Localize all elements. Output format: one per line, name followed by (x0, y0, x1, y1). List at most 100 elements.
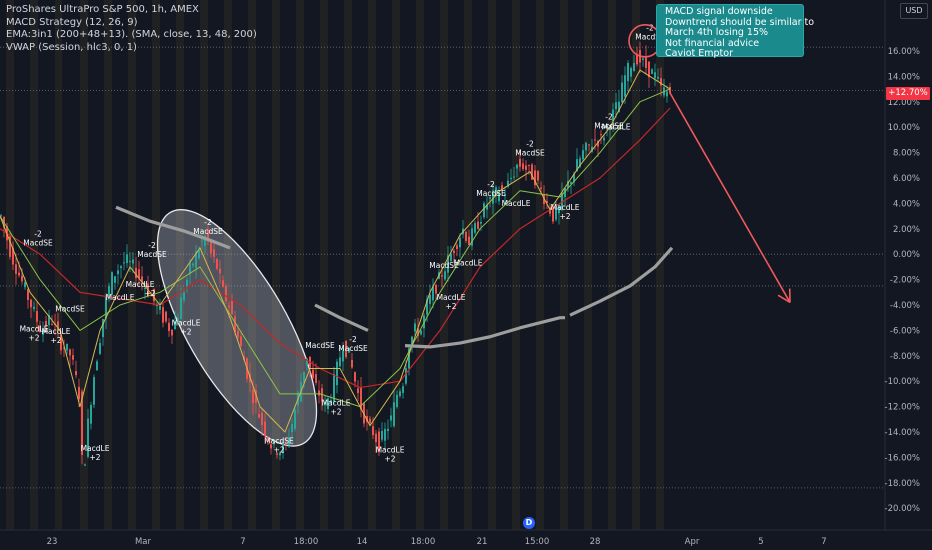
session-band (224, 0, 232, 530)
price-tick-label: 2.00% (893, 225, 920, 235)
signal-label: -2 (204, 218, 212, 227)
candle-body (414, 323, 416, 332)
signal-label: +2 (330, 407, 341, 416)
price-tick-label: -20.00% (885, 504, 920, 514)
vwap-segment (314, 303, 369, 332)
candle-body (138, 269, 140, 279)
signal-label: MacdLE (106, 293, 135, 302)
candle-body (597, 140, 599, 147)
signal-label: +2 (144, 289, 155, 298)
candle-body (441, 275, 443, 277)
candle-body (159, 306, 161, 310)
signal-label: MacdLE (20, 325, 49, 334)
session-band (464, 0, 472, 530)
candle-body (630, 67, 632, 77)
signal-label: MacdSE (429, 261, 459, 270)
candle-body (507, 180, 509, 187)
session-band (80, 0, 88, 530)
candle-body (270, 444, 272, 449)
candle-body (525, 165, 527, 170)
session-band (55, 0, 62, 530)
time-axis[interactable]: 23 Mar 7 18:00 14 18:00 21 15:00 28 Apr 5 7 (0, 529, 932, 550)
signal-label: MacdSE (594, 122, 624, 131)
price-axis[interactable]: 16.00% 14.00% 12.00% 10.00% 8.00% 6.00% 4.00% 2… (884, 0, 932, 550)
candle-body (69, 349, 71, 356)
candle-body (66, 343, 68, 351)
session-band (416, 0, 424, 530)
candle-body (330, 400, 332, 403)
candle-body (555, 205, 557, 220)
indicator-ema[interactable]: EMA:3in1 (200+48+13). (SMA, close, 13, 4… (6, 29, 257, 40)
candle-body (144, 287, 146, 289)
session-band (512, 0, 520, 530)
signal-label: MacdSE (515, 148, 545, 157)
annotation-note[interactable]: MACD signal downside Downtrend should be… (656, 4, 814, 59)
note-line: Caviot Emptor (665, 48, 734, 59)
price-tick-label: 10.00% (888, 123, 920, 133)
signal-label: MacdSE (305, 341, 335, 350)
signal-label: MacdLE (376, 445, 405, 454)
signal-label: +2 (273, 445, 284, 454)
candle-body (228, 305, 230, 308)
signal-label: +2 (559, 212, 570, 221)
signal-label: MacdSE (264, 436, 294, 445)
candle-body (261, 412, 263, 425)
candle-body (450, 253, 452, 261)
symbol-title[interactable]: ProShares UltraPro S&P 500, 1h, AMEX (6, 4, 199, 15)
signal-label: +2 (89, 453, 100, 462)
candle-body (564, 188, 566, 198)
currency-button[interactable]: USD (900, 3, 928, 19)
dividend-marker-icon[interactable]: D (523, 517, 535, 529)
candle-body (456, 245, 458, 250)
vwap-segment (115, 205, 231, 250)
candle-body (426, 299, 428, 315)
session-band (152, 0, 160, 530)
signal-label: MacdSE (338, 344, 368, 353)
candle-body (627, 62, 629, 82)
ema-mid-line (0, 88, 671, 408)
price-tick-label: 8.00% (893, 149, 920, 159)
candle-body (600, 134, 602, 136)
candle-body (402, 386, 404, 393)
candle-body (231, 300, 233, 315)
candle-body (444, 271, 446, 280)
price-tick-label: -14.00% (885, 428, 920, 438)
candle-body (78, 386, 80, 400)
candle-body (123, 262, 125, 264)
indicator-vwap[interactable]: VWAP (Session, hlc3, 0, 1) (6, 41, 137, 53)
candle-body (312, 369, 314, 379)
signal-label: -2 (605, 113, 613, 122)
price-tick-label: -2.00% (890, 276, 920, 286)
candle-body (501, 185, 503, 190)
signal-label: -2 (34, 229, 42, 238)
indicator-macd[interactable]: MACD Strategy (12, 26, 9) (6, 16, 138, 28)
session-band (320, 0, 328, 530)
candle-body (75, 371, 77, 376)
candle-body (273, 440, 275, 445)
candle-body (84, 464, 86, 466)
candle-body (51, 323, 53, 325)
candle-body (189, 263, 191, 274)
candle-body (474, 223, 476, 233)
signal-label: MacdLE (502, 199, 531, 208)
candle-body (183, 292, 185, 301)
session-band (608, 0, 616, 530)
highlight-ellipse (156, 209, 318, 447)
candle-body (285, 441, 287, 443)
candle-body (156, 304, 158, 307)
candle-body (216, 258, 218, 269)
candle-body (303, 371, 305, 383)
candle-body (384, 428, 386, 441)
candle-body (579, 158, 581, 167)
time-tick-label: Apr (685, 537, 700, 547)
trend-arrow-head (777, 294, 791, 304)
candle-body (372, 426, 374, 436)
candle-body (339, 357, 341, 367)
price-tick-label: -10.00% (885, 377, 920, 387)
candle-body (387, 428, 389, 432)
candle-body (528, 164, 530, 166)
candle-body (429, 294, 431, 304)
signal-label: +2 (445, 302, 456, 311)
candle-body (168, 322, 170, 332)
